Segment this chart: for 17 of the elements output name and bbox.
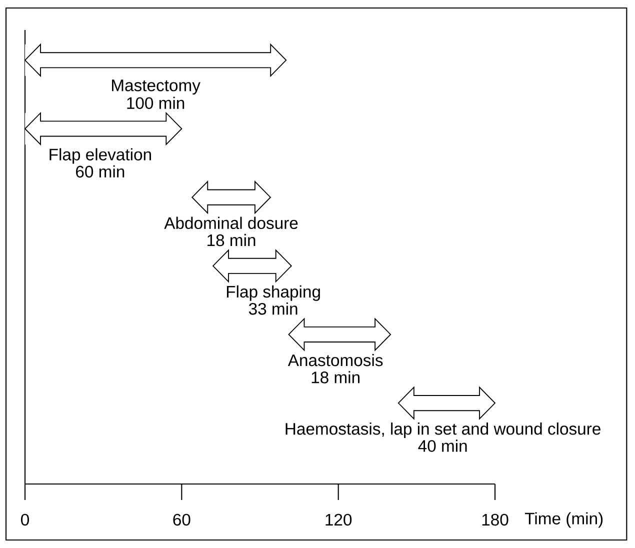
y-tick-label: Flap shaping bbox=[226, 285, 320, 301]
annotation: 40 min bbox=[418, 440, 467, 452]
x-tick-label: 180 bbox=[482, 514, 508, 526]
y-tick-label: Mastectomy bbox=[112, 80, 200, 95]
annotation: 18 min bbox=[312, 371, 360, 384]
y-tick-label: Abdominal dosure bbox=[164, 216, 298, 230]
x-tick-label: 0 bbox=[21, 514, 29, 526]
annotation: 100 min bbox=[127, 96, 184, 110]
x-axis-title: Time (min) bbox=[524, 512, 603, 528]
annotation: 60 min bbox=[76, 165, 124, 178]
annotation: 33 min bbox=[248, 302, 298, 315]
y-tick-label: Flap elevation bbox=[50, 148, 151, 164]
x-tick-label: 60 bbox=[173, 514, 190, 526]
annotation: 18 min bbox=[208, 234, 256, 246]
y-tick-label: Anastomosis bbox=[288, 354, 383, 366]
x-tick-label: 120 bbox=[326, 514, 352, 526]
y-tick-label: Haemostasis, lap in set and wound closure bbox=[286, 422, 600, 438]
